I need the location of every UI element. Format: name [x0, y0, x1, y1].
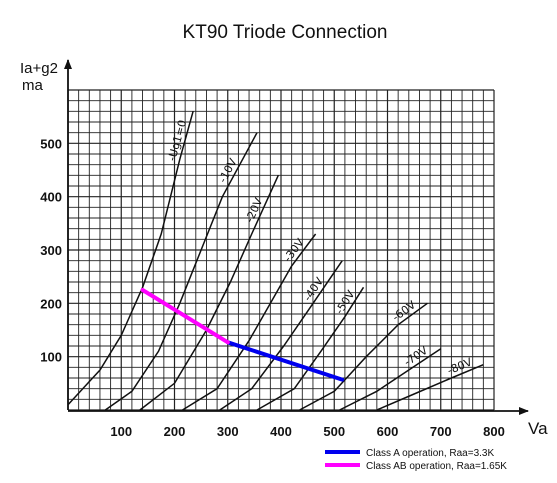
y-tick-label: 300	[40, 243, 62, 258]
tube-curves: -Ug1=0-10V-20V-30V-40V -50V -60V-70V -80V	[67, 111, 484, 411]
x-tick-label: 300	[217, 424, 239, 439]
curve-line	[219, 260, 343, 411]
y-tick-label: 500	[40, 136, 62, 151]
x-tick-label: 600	[377, 424, 399, 439]
legend-label: Class A operation, Raa=3.3K	[366, 448, 494, 459]
legend-label: Class AB operation, Raa=1.65K	[366, 461, 507, 472]
curve-line	[182, 233, 317, 411]
grid	[67, 89, 495, 411]
curve-line	[339, 348, 442, 411]
y-tick-label: 400	[40, 190, 62, 205]
curve-line	[299, 302, 428, 411]
curve-line	[139, 174, 279, 411]
x-axis-label: Va	[528, 419, 548, 438]
load-lines	[140, 288, 345, 382]
y-tick-label: 100	[40, 350, 62, 365]
load-line	[140, 288, 230, 345]
x-tick-label: 800	[483, 424, 505, 439]
curve-line	[104, 132, 258, 411]
curve-line	[256, 286, 365, 411]
axes	[64, 59, 529, 415]
x-tick-label: 200	[164, 424, 186, 439]
x-tick-label: 500	[323, 424, 345, 439]
curve-line	[67, 111, 194, 406]
y-tick-label: 200	[40, 296, 62, 311]
y-axis-label-line2: ma	[22, 77, 43, 94]
load-line	[225, 340, 345, 382]
legend: Class A operation, Raa=3.3K Class AB oper…	[325, 448, 507, 472]
tick-labels: 100 200 300 400 500 600 700 800 100 200 300 400 500	[40, 136, 505, 439]
curve-line	[376, 364, 484, 411]
x-tick-label: 100	[110, 424, 132, 439]
x-tick-label: 400	[270, 424, 292, 439]
x-tick-label: 700	[430, 424, 452, 439]
y-axis-label-line1: Ia+g2	[20, 60, 58, 77]
chart-title: KT90 Triode Connection	[183, 22, 388, 43]
